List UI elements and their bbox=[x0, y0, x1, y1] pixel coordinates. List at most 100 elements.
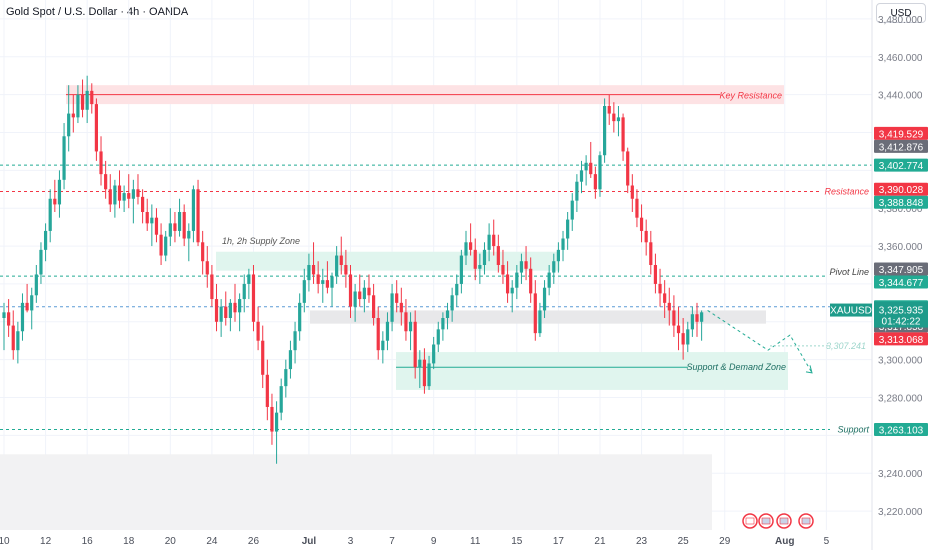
candle-body bbox=[316, 274, 320, 284]
resistance-label: Resistance bbox=[824, 186, 869, 196]
candle-body bbox=[635, 198, 639, 218]
candle-body bbox=[418, 359, 422, 368]
candle-body bbox=[11, 325, 15, 351]
candle-body bbox=[630, 185, 634, 199]
candle-body bbox=[270, 406, 274, 432]
candle-body bbox=[464, 242, 468, 256]
price-label: 3,263.103 bbox=[879, 425, 924, 436]
candle-body bbox=[487, 234, 491, 250]
candle-body bbox=[39, 249, 43, 275]
candle-body bbox=[210, 274, 214, 300]
candle-body bbox=[321, 280, 325, 284]
candle-body bbox=[80, 94, 85, 110]
candle-body bbox=[598, 155, 602, 190]
candle-body bbox=[385, 321, 390, 341]
candle-body bbox=[94, 104, 98, 152]
candle-body bbox=[492, 234, 496, 247]
key-resistance-label: Key Resistance bbox=[719, 91, 782, 101]
price-label-bg bbox=[874, 158, 928, 172]
price-label-bg bbox=[874, 422, 928, 436]
candle-body bbox=[251, 274, 256, 322]
price-label: 3,402.774 bbox=[879, 161, 924, 172]
candle-body bbox=[108, 189, 112, 205]
x-tick-label: 15 bbox=[511, 536, 523, 547]
candle-body bbox=[395, 293, 399, 303]
candle-body bbox=[293, 331, 297, 351]
candle-body bbox=[367, 287, 371, 296]
candle-body bbox=[644, 230, 648, 243]
candle-body bbox=[390, 293, 394, 322]
candle-body bbox=[30, 295, 34, 311]
candle-body bbox=[372, 295, 376, 318]
candle-body bbox=[561, 238, 565, 250]
candle-body bbox=[353, 291, 357, 307]
y-tick-label: 3,280.000 bbox=[878, 394, 923, 405]
candle-body bbox=[25, 302, 29, 311]
candle-body bbox=[404, 312, 408, 332]
x-tick-label: 20 bbox=[165, 536, 177, 547]
candle-body bbox=[307, 265, 311, 281]
candle-body bbox=[616, 117, 621, 122]
candle-body bbox=[57, 179, 62, 205]
y-tick-label: 3,460.000 bbox=[878, 53, 923, 64]
projection-target-label: 3,307.241 bbox=[826, 341, 866, 351]
flag-icon bbox=[801, 517, 811, 525]
candle-body bbox=[496, 246, 500, 265]
candle-body bbox=[127, 193, 131, 199]
price-label-bg bbox=[874, 195, 928, 209]
currency-button[interactable]: USD bbox=[876, 3, 926, 23]
candle-body bbox=[196, 189, 200, 243]
y-tick-label: 3,380.000 bbox=[878, 204, 923, 215]
symbol-tag-bg bbox=[830, 303, 872, 317]
price-label: 3,388.848 bbox=[879, 198, 924, 209]
x-tick-label: 7 bbox=[389, 536, 395, 547]
candle-body bbox=[122, 193, 126, 201]
candle-body bbox=[247, 274, 251, 284]
candle-body bbox=[663, 293, 667, 303]
candle-body bbox=[136, 189, 140, 197]
price-label-bg bbox=[874, 262, 928, 276]
candle-body bbox=[62, 136, 66, 180]
projection-path bbox=[707, 310, 813, 374]
y-tick-label: 3,440.000 bbox=[878, 91, 923, 102]
x-tick-label: 3 bbox=[348, 536, 354, 547]
candle-body bbox=[43, 230, 48, 250]
supply-zone-label: 1h, 2h Supply Zone bbox=[222, 236, 300, 246]
x-tick-label: 9 bbox=[431, 536, 437, 547]
candle-body bbox=[302, 280, 306, 303]
candle-body bbox=[681, 333, 685, 345]
candle-body bbox=[224, 306, 228, 318]
candle-body bbox=[626, 151, 630, 186]
x-tick-label: 25 bbox=[678, 536, 690, 547]
candle-body bbox=[85, 90, 89, 110]
candle-body bbox=[695, 314, 699, 322]
candle-body bbox=[201, 242, 205, 262]
candle-body bbox=[376, 318, 380, 351]
candle-body bbox=[566, 219, 570, 239]
candle-body bbox=[584, 162, 588, 171]
candle-body bbox=[542, 287, 547, 311]
shaded-region bbox=[0, 454, 712, 530]
candle-body bbox=[344, 265, 348, 275]
candle-body bbox=[348, 274, 353, 307]
gray-zone bbox=[310, 310, 766, 324]
x-tick-label: 11 bbox=[470, 536, 481, 547]
candle-body bbox=[261, 340, 265, 375]
candle-body bbox=[455, 283, 459, 296]
price-label: 3,313.068 bbox=[879, 335, 924, 346]
price-label-bg bbox=[874, 332, 928, 346]
candle-body bbox=[219, 306, 223, 322]
candle-body bbox=[16, 331, 20, 351]
candle-body bbox=[205, 261, 209, 275]
candle-body bbox=[168, 223, 172, 237]
candle-body bbox=[612, 113, 616, 122]
candle-body bbox=[76, 94, 80, 118]
candle-body bbox=[141, 196, 145, 212]
candle-body bbox=[505, 274, 510, 294]
candle-body bbox=[265, 374, 269, 407]
candle-body bbox=[603, 106, 607, 156]
candle-body bbox=[150, 217, 154, 224]
candle-body bbox=[589, 162, 593, 175]
candle-body bbox=[469, 242, 473, 250]
